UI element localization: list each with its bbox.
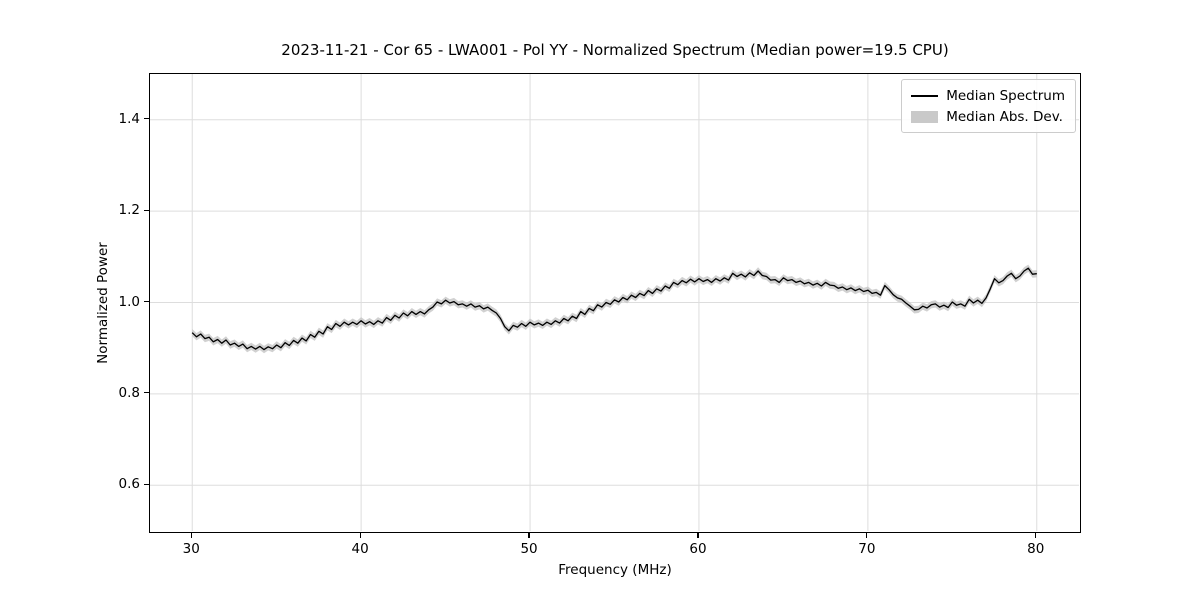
y-tick-label: 1.0: [118, 293, 140, 310]
x-tick-label: 60: [689, 541, 707, 557]
x-tick-label: 80: [1027, 541, 1045, 557]
legend-label: Median Abs. Dev.: [946, 108, 1063, 125]
y-tick-label: 1.2: [118, 202, 140, 219]
plot-area: [149, 73, 1081, 533]
median-abs-dev-patch-icon: [911, 110, 939, 123]
y-tick-mark: [144, 209, 149, 211]
median-spectrum-line: [191, 267, 1037, 351]
median-spectrum-line-icon: [911, 94, 939, 97]
y-tick-label: 1.4: [118, 110, 140, 127]
x-tick-mark: [528, 533, 530, 538]
spectrum-plot-canvas: [150, 74, 1079, 531]
x-tick-mark: [866, 533, 868, 538]
x-tick-mark: [359, 533, 361, 538]
median-abs-dev-band: [192, 264, 1037, 354]
y-axis-label: Normalized Power: [95, 242, 111, 364]
y-tick-label: 0.8: [118, 384, 140, 401]
y-tick-mark: [144, 300, 149, 303]
x-tick-label: 30: [182, 541, 200, 557]
x-tick-label: 50: [520, 541, 538, 557]
y-tick-mark: [144, 392, 149, 394]
x-tick-mark: [1035, 533, 1037, 538]
x-axis-label: Frequency (MHz): [558, 562, 672, 578]
chart-title: 2023-11-21 - Cor 65 - LWA001 - Pol YY - …: [281, 41, 949, 59]
legend-item-median-abs-dev: Median Abs. Dev.: [911, 106, 1065, 127]
y-tick-mark: [144, 483, 149, 485]
legend-item-median-spectrum: Median Spectrum: [911, 85, 1065, 106]
x-tick-label: 70: [858, 541, 876, 557]
legend: Median Spectrum Median Abs. Dev.: [901, 79, 1076, 133]
x-tick-mark: [190, 533, 192, 538]
y-tick-label: 0.6: [118, 476, 140, 493]
legend-label: Median Spectrum: [946, 87, 1065, 104]
x-tick-label: 40: [351, 541, 369, 557]
y-tick-mark: [144, 118, 149, 120]
x-tick-mark: [697, 533, 699, 538]
